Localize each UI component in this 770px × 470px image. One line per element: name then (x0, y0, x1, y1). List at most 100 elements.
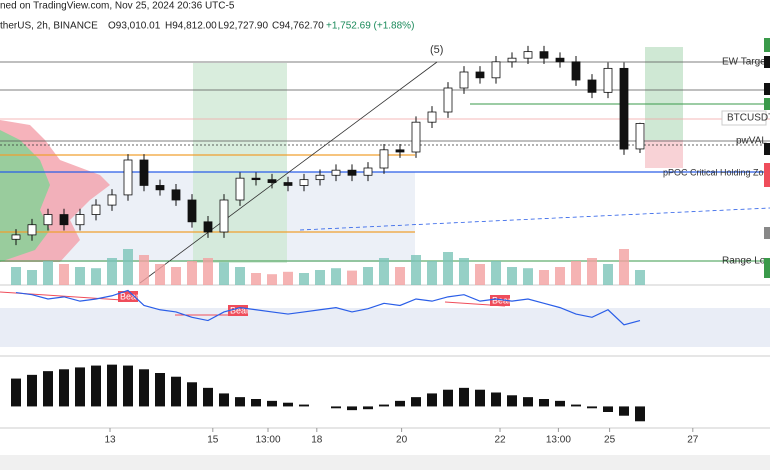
volume-bar (331, 268, 341, 285)
volume-bar (539, 270, 549, 285)
histogram-bar (235, 397, 245, 407)
candle-body (395, 149, 405, 153)
header-change: +1,752.69 (+1.88%) (326, 21, 414, 32)
volume-bar (491, 261, 501, 285)
volume-bar (91, 268, 101, 285)
volume-bar (27, 270, 37, 285)
rsi-line (15, 289, 641, 326)
divergence-line (444, 301, 506, 307)
level-label: EW Target (722, 57, 769, 68)
candle-body (523, 51, 533, 59)
bear-tag: Bear (230, 305, 249, 315)
x-tick-label: 20 (396, 435, 408, 446)
histogram-bar (203, 387, 213, 407)
volume-bar (459, 258, 469, 285)
bear-tag-box (228, 305, 248, 316)
histogram-bar (539, 399, 549, 407)
edge-marker (764, 227, 770, 239)
candle-body (283, 182, 293, 186)
histogram-bar (75, 367, 85, 407)
histogram-bar (395, 400, 405, 407)
candle-body (171, 189, 181, 201)
candle-body (619, 67, 629, 150)
candle-body (107, 194, 117, 206)
volume-bar (315, 270, 325, 285)
candle-body (299, 179, 309, 186)
candle-body (315, 174, 325, 181)
volume-bar (619, 249, 629, 285)
histogram-bar (59, 369, 69, 407)
target-box (645, 47, 683, 140)
wave-line (139, 61, 438, 284)
candle-body (123, 159, 133, 196)
volume-bar (571, 261, 581, 285)
x-tick-label: 15 (207, 435, 219, 446)
bear-tag-box (118, 291, 138, 302)
candle-body (75, 214, 85, 226)
volume-bar (411, 255, 421, 285)
level-label: pPOC Critical Holding Zone (663, 167, 770, 177)
histogram-bar (603, 406, 613, 412)
volume-bar (11, 267, 21, 285)
candle-body (379, 149, 389, 169)
volume-bar (587, 258, 597, 285)
volume-bar (123, 249, 133, 285)
x-tick-label: 22 (494, 435, 506, 446)
header-symbol: therUS, 2h, BINANCE (0, 21, 98, 32)
histogram-bar (459, 387, 469, 407)
histogram-bar (187, 382, 197, 407)
candle-body (363, 167, 373, 176)
symbol-tag: BTCUSDT (727, 113, 770, 124)
volume-bar (635, 270, 645, 285)
volume-bar (475, 264, 485, 285)
volume-bar (443, 252, 453, 285)
bear-tag: Bear (492, 295, 511, 305)
bear-tag: Bear (120, 291, 139, 301)
volume-bar (235, 267, 245, 285)
candle-body (635, 123, 645, 150)
volume-bar (267, 274, 277, 285)
histogram-bar (363, 406, 373, 410)
candle-body (331, 169, 341, 176)
edge-marker (764, 143, 770, 155)
candle-body (459, 71, 469, 89)
volume-bar (379, 258, 389, 285)
histogram-bar (331, 406, 341, 409)
volume-bar (75, 267, 85, 285)
volume-bar (139, 255, 149, 285)
candle-body (27, 224, 37, 236)
histogram-bar (43, 371, 53, 407)
x-tick-label: 27 (687, 435, 699, 446)
candle-body (555, 57, 565, 63)
candle-body (203, 221, 213, 233)
histogram-bar (347, 406, 357, 411)
candle-body (587, 79, 597, 93)
histogram-bar (523, 397, 533, 407)
trend-line (299, 207, 770, 231)
candle-body (219, 199, 229, 233)
histogram-bar (123, 365, 133, 407)
edge-marker (764, 83, 770, 95)
volume-bar (603, 264, 613, 285)
candle-body (443, 87, 453, 113)
x-tick-label: 18 (311, 435, 323, 446)
level-label: Range Low (722, 256, 770, 267)
volume-bar (43, 261, 53, 285)
candle-body (475, 71, 485, 79)
histogram-bar (587, 406, 597, 409)
volume-bar (171, 267, 181, 285)
candle-body (43, 214, 53, 226)
candle-body (187, 199, 197, 223)
volume-bar (107, 258, 117, 285)
histogram-bar (475, 389, 485, 407)
histogram-bar (379, 404, 389, 407)
candle-body (91, 204, 101, 215)
histogram-bar (155, 373, 165, 407)
stop-box (645, 140, 683, 168)
candle-body (155, 185, 165, 191)
histogram-bar (219, 393, 229, 407)
volume-bar (187, 261, 197, 285)
volume-bar (555, 267, 565, 285)
edge-marker (764, 98, 770, 110)
candle-body (571, 61, 581, 81)
